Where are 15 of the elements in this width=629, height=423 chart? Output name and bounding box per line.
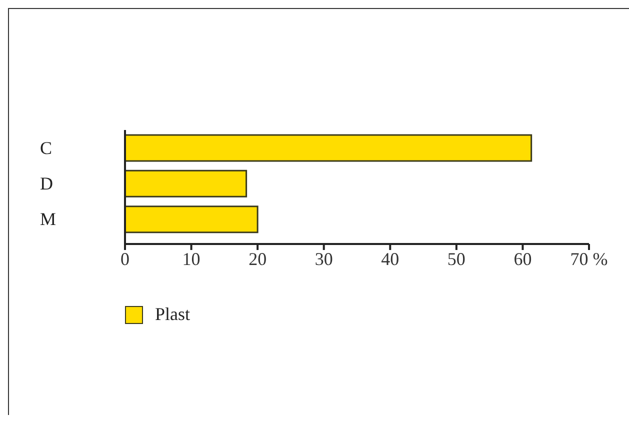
y-tick-label: M [40,209,56,230]
y-tick-label: C [40,138,52,158]
bar [125,134,532,162]
x-tick-label: 40 [381,248,400,269]
bar [125,206,258,234]
x-tick-label: 20 [248,248,267,269]
x-tick-label: 70 % [570,248,608,269]
x-tick-label: 50 [447,248,466,269]
bar [125,170,248,198]
legend-label: Plast [155,304,190,325]
x-tick-label: 60 [514,248,532,269]
x-tick-label: 30 [314,248,333,269]
x-tick-label: 10 [182,248,200,269]
x-tick-label: 0 [120,248,130,269]
y-tick-label: D [40,174,53,194]
